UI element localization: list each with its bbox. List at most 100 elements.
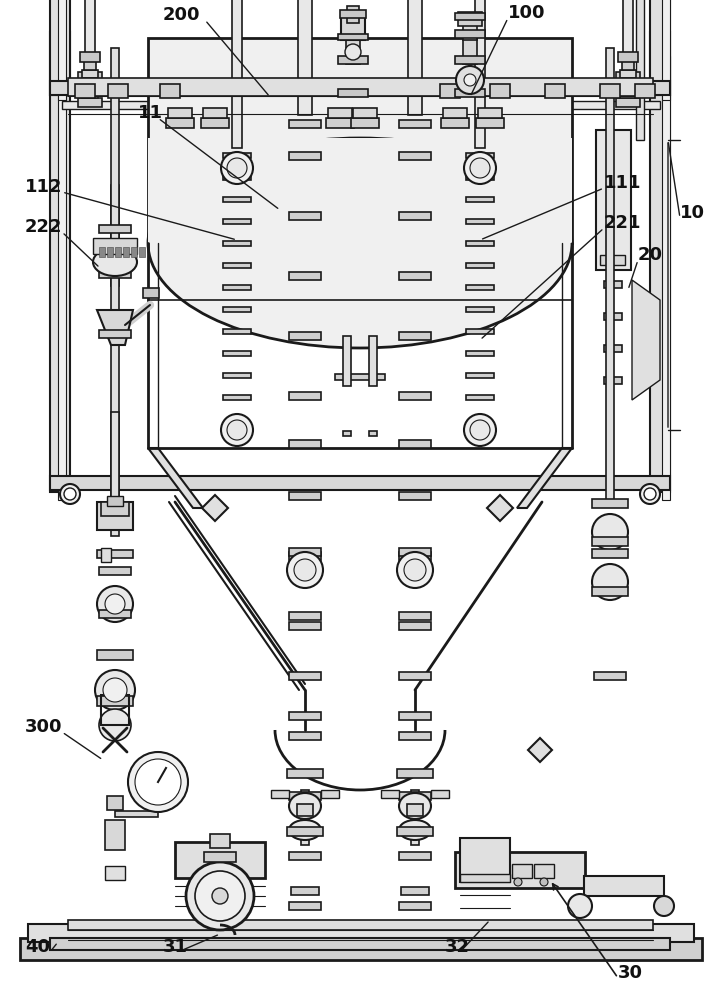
- Bar: [160, 84, 180, 98]
- Bar: [369, 431, 377, 436]
- Bar: [78, 98, 102, 107]
- Bar: [223, 219, 251, 224]
- Polygon shape: [487, 495, 513, 521]
- Bar: [107, 496, 123, 506]
- Bar: [343, 336, 351, 386]
- Bar: [289, 332, 321, 340]
- Circle shape: [464, 414, 496, 446]
- Bar: [291, 887, 319, 895]
- Bar: [604, 345, 622, 352]
- Ellipse shape: [289, 820, 321, 840]
- Bar: [399, 622, 431, 630]
- Bar: [223, 285, 251, 290]
- Bar: [399, 152, 431, 160]
- Bar: [289, 272, 321, 280]
- Bar: [466, 373, 494, 378]
- Bar: [466, 285, 494, 290]
- Bar: [58, 0, 66, 100]
- Bar: [289, 552, 321, 560]
- Text: 100: 100: [508, 4, 546, 22]
- Bar: [399, 548, 431, 556]
- Bar: [381, 790, 399, 798]
- Bar: [232, 0, 242, 148]
- Bar: [326, 118, 354, 128]
- Bar: [289, 672, 321, 680]
- Circle shape: [294, 559, 316, 581]
- Bar: [512, 864, 532, 878]
- Bar: [289, 212, 321, 220]
- Circle shape: [464, 152, 496, 184]
- Bar: [50, 0, 70, 95]
- Bar: [460, 874, 510, 882]
- Bar: [407, 804, 423, 816]
- Bar: [534, 864, 554, 878]
- Bar: [399, 272, 431, 280]
- Polygon shape: [528, 738, 552, 762]
- Bar: [466, 263, 494, 268]
- Bar: [50, 938, 670, 950]
- Polygon shape: [517, 448, 572, 508]
- Bar: [338, 34, 368, 40]
- Ellipse shape: [399, 793, 431, 819]
- Bar: [289, 902, 321, 910]
- Bar: [84, 61, 96, 70]
- Bar: [397, 769, 433, 778]
- Bar: [604, 313, 622, 320]
- Bar: [466, 329, 494, 334]
- Bar: [223, 153, 251, 158]
- Circle shape: [644, 488, 656, 500]
- Bar: [131, 247, 137, 257]
- Bar: [351, 118, 379, 128]
- Text: 30: 30: [618, 964, 643, 982]
- Bar: [82, 70, 98, 78]
- Bar: [99, 270, 131, 278]
- Circle shape: [186, 862, 254, 930]
- Bar: [635, 84, 655, 98]
- Bar: [97, 650, 133, 660]
- Bar: [68, 920, 653, 930]
- Bar: [592, 537, 628, 546]
- Bar: [604, 377, 622, 384]
- Bar: [108, 84, 128, 98]
- Bar: [297, 804, 313, 816]
- Bar: [301, 790, 309, 845]
- Bar: [596, 130, 631, 270]
- Circle shape: [464, 74, 476, 86]
- Bar: [223, 175, 251, 180]
- Circle shape: [540, 878, 548, 886]
- Bar: [399, 852, 431, 860]
- Circle shape: [404, 559, 426, 581]
- Bar: [111, 48, 119, 500]
- Circle shape: [456, 66, 484, 94]
- Bar: [223, 351, 251, 356]
- Bar: [328, 108, 352, 118]
- Bar: [50, 476, 670, 490]
- Ellipse shape: [93, 248, 137, 276]
- Circle shape: [195, 871, 245, 921]
- Bar: [143, 288, 159, 298]
- Text: 20: 20: [638, 246, 663, 264]
- Circle shape: [470, 158, 490, 178]
- Polygon shape: [97, 310, 133, 345]
- Bar: [604, 281, 622, 288]
- Circle shape: [95, 670, 135, 710]
- Bar: [289, 852, 321, 860]
- Bar: [148, 138, 572, 243]
- Bar: [399, 612, 431, 620]
- Bar: [289, 392, 321, 400]
- Bar: [289, 622, 321, 630]
- Bar: [475, 0, 485, 148]
- Bar: [107, 247, 113, 257]
- Bar: [78, 72, 102, 85]
- Bar: [618, 52, 638, 62]
- Circle shape: [287, 552, 323, 588]
- Circle shape: [128, 752, 188, 812]
- Circle shape: [221, 414, 253, 446]
- Text: 40: 40: [25, 938, 50, 956]
- Circle shape: [592, 514, 628, 550]
- Bar: [101, 695, 129, 725]
- Bar: [115, 247, 121, 257]
- Bar: [105, 866, 125, 880]
- Circle shape: [592, 564, 628, 600]
- Bar: [289, 712, 321, 720]
